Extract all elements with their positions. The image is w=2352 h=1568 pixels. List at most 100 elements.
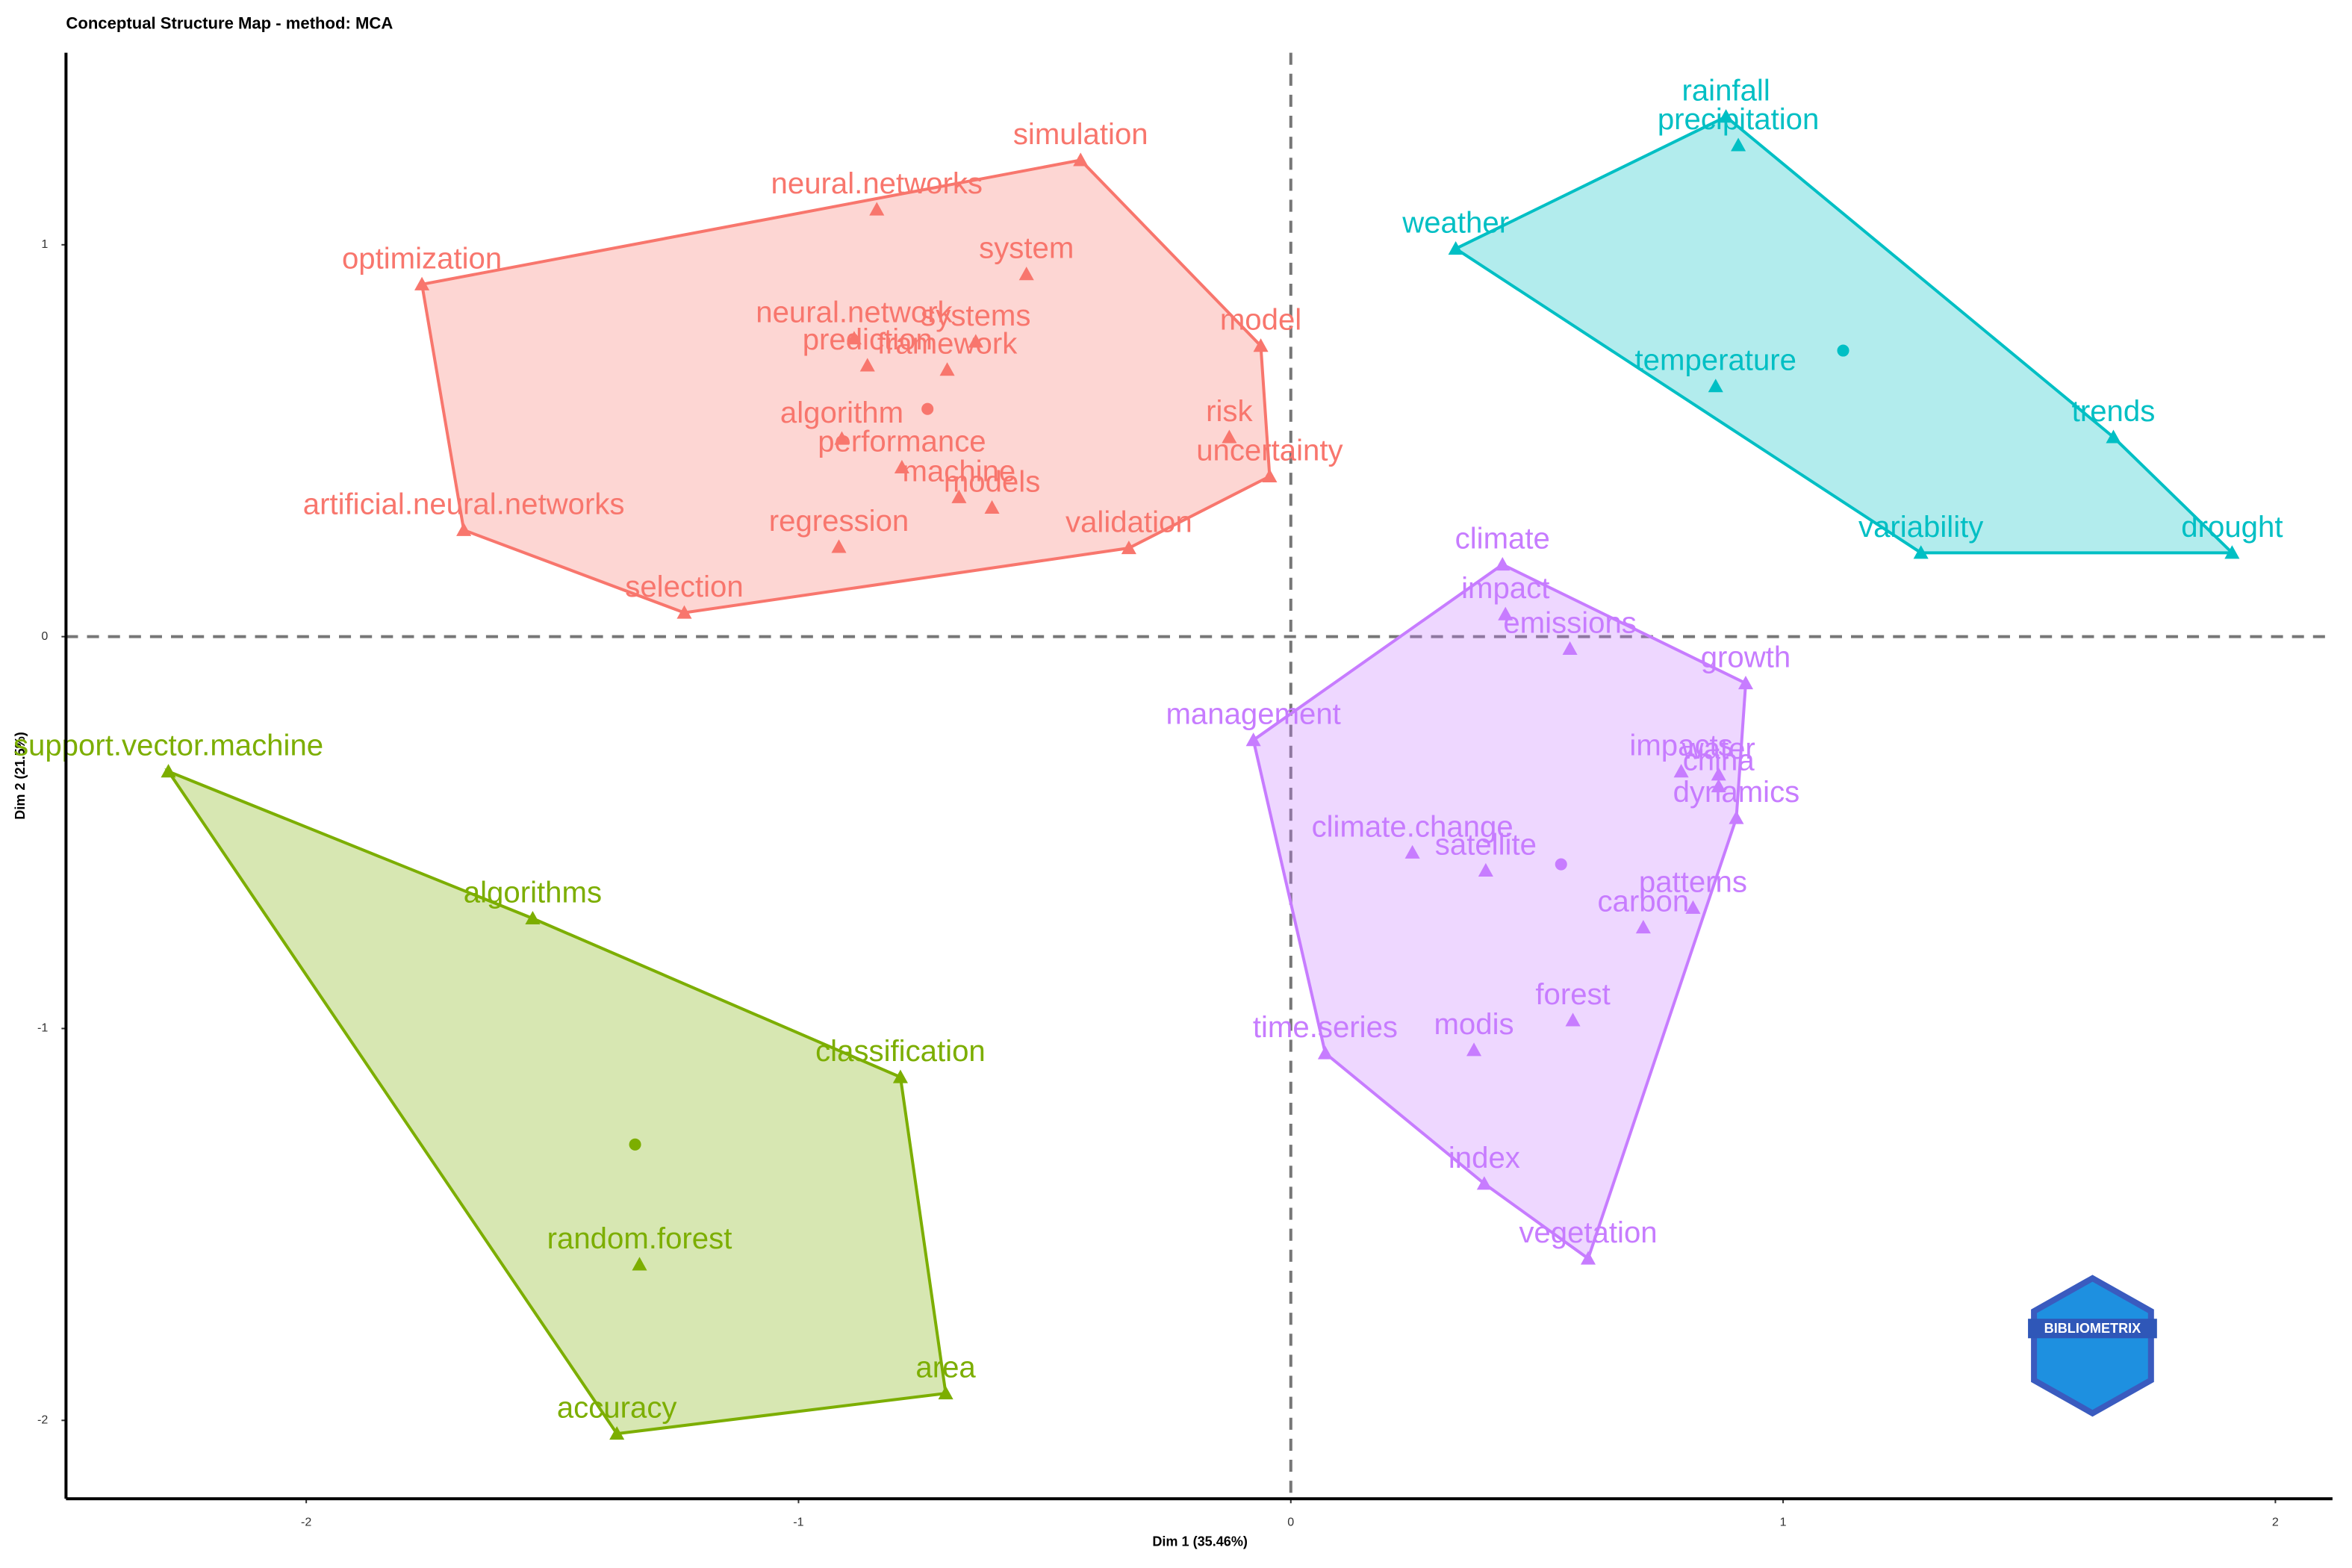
point-label: systems: [921, 299, 1030, 332]
point: [525, 910, 541, 925]
point-label: emissions: [1503, 606, 1637, 639]
point: [939, 362, 955, 376]
point-label: accuracy: [557, 1391, 677, 1425]
point: [1495, 557, 1511, 571]
point-label: algorithms: [464, 875, 602, 909]
point: [846, 331, 862, 345]
point: [2106, 429, 2121, 444]
point: [1565, 1012, 1581, 1027]
point: [894, 459, 909, 473]
point-label: precipitation: [1658, 102, 1820, 136]
point: [1635, 920, 1651, 934]
point: [834, 431, 850, 445]
point-label: optimization: [342, 241, 502, 275]
point-label: support.vector.machine: [13, 729, 323, 762]
point-label: time.series: [1253, 1010, 1398, 1044]
point: [859, 358, 875, 372]
point-label: drought: [2181, 510, 2283, 544]
centroid: [921, 402, 934, 415]
point-label: weather: [1401, 206, 1509, 240]
point-label: algorithm: [780, 396, 903, 429]
point-label: growth: [1701, 641, 1791, 674]
x-axis-title: Dim 1 (35.46%): [1152, 1534, 1248, 1549]
plot-area: simulation neural.networks system optimizat…: [13, 52, 2333, 1499]
point: [1478, 862, 1493, 877]
centroid: [1837, 344, 1849, 357]
point: [609, 1426, 625, 1440]
point: [1262, 468, 1278, 483]
centroid: [1555, 858, 1567, 871]
point-label: performance: [818, 424, 986, 458]
point: [1466, 1042, 1482, 1057]
logo: BIBLIOMETRIX: [2028, 1275, 2157, 1417]
point: [1731, 137, 1746, 152]
logo-band: [2028, 1319, 2157, 1339]
centroid: [629, 1138, 641, 1151]
point: [1737, 676, 1754, 690]
point-label: modis: [1434, 1007, 1513, 1041]
point: [414, 276, 430, 290]
point: [632, 1257, 647, 1271]
point: [869, 202, 885, 216]
point-label: climate.change: [1312, 809, 1513, 843]
point: [456, 522, 472, 536]
point: [1498, 606, 1513, 620]
x-tick-label: 0: [1287, 1516, 1294, 1529]
point-label: artificial.neural.networks: [303, 487, 625, 520]
point-label: random.forest: [547, 1222, 732, 1255]
logo-text: BIBLIOMETRIX: [2044, 1321, 2141, 1336]
point-label: vegetation: [1519, 1216, 1657, 1249]
point: [1685, 900, 1701, 914]
point-label: models: [944, 464, 1040, 498]
point-label: impacts: [1629, 729, 1732, 762]
point: [1253, 338, 1269, 352]
y-tick-label: 0: [41, 629, 48, 643]
point: [676, 605, 692, 619]
y-tick-label: -1: [37, 1021, 48, 1035]
point-label: carbon: [1597, 885, 1689, 918]
point-label: framework: [877, 327, 1018, 361]
point: [1317, 1045, 1333, 1060]
x-tick-label: -1: [793, 1516, 803, 1529]
point-label: index: [1449, 1141, 1520, 1175]
point-label: model: [1220, 303, 1301, 337]
point-label: validation: [1065, 505, 1192, 538]
point: [831, 539, 847, 553]
point-label: machine: [902, 454, 1015, 488]
point: [161, 764, 176, 778]
x-tick-label: 1: [1780, 1516, 1787, 1529]
point: [1448, 241, 1463, 255]
point: [1245, 732, 1261, 747]
point-label: dynamics: [1673, 775, 1800, 809]
point: [1476, 1176, 1492, 1190]
point-label: water: [1681, 732, 1755, 765]
point-label: forest: [1535, 977, 1610, 1011]
point: [1729, 810, 1744, 824]
point-label: temperature: [1635, 343, 1797, 377]
cluster-hull: [420, 158, 1272, 615]
point-label: prediction: [803, 323, 933, 356]
point: [1018, 267, 1034, 281]
point: [1708, 379, 1723, 393]
y-tick-label: -2: [37, 1413, 48, 1427]
point-label: simulation: [1013, 117, 1148, 151]
point-label: risk: [1206, 394, 1253, 428]
point-label: variability: [1858, 510, 1983, 544]
point: [1121, 540, 1136, 555]
point: [951, 489, 967, 503]
point-label: management: [1166, 697, 1340, 731]
point: [2224, 545, 2240, 559]
point-label: neural.network: [756, 296, 953, 329]
y-axis-title: Dim 2 (21.5%): [13, 732, 28, 820]
point-label: system: [979, 231, 1074, 265]
cluster-hull: [1452, 114, 2236, 555]
y-tick-label: 1: [41, 237, 48, 251]
point-label: trends: [2072, 394, 2156, 428]
point-label: patterns: [1639, 865, 1747, 898]
point-label: rainfall: [1681, 74, 1770, 108]
point-label: selection: [625, 570, 744, 603]
point-label: regression: [769, 504, 909, 538]
point: [1913, 545, 1929, 559]
point: [938, 1386, 953, 1400]
